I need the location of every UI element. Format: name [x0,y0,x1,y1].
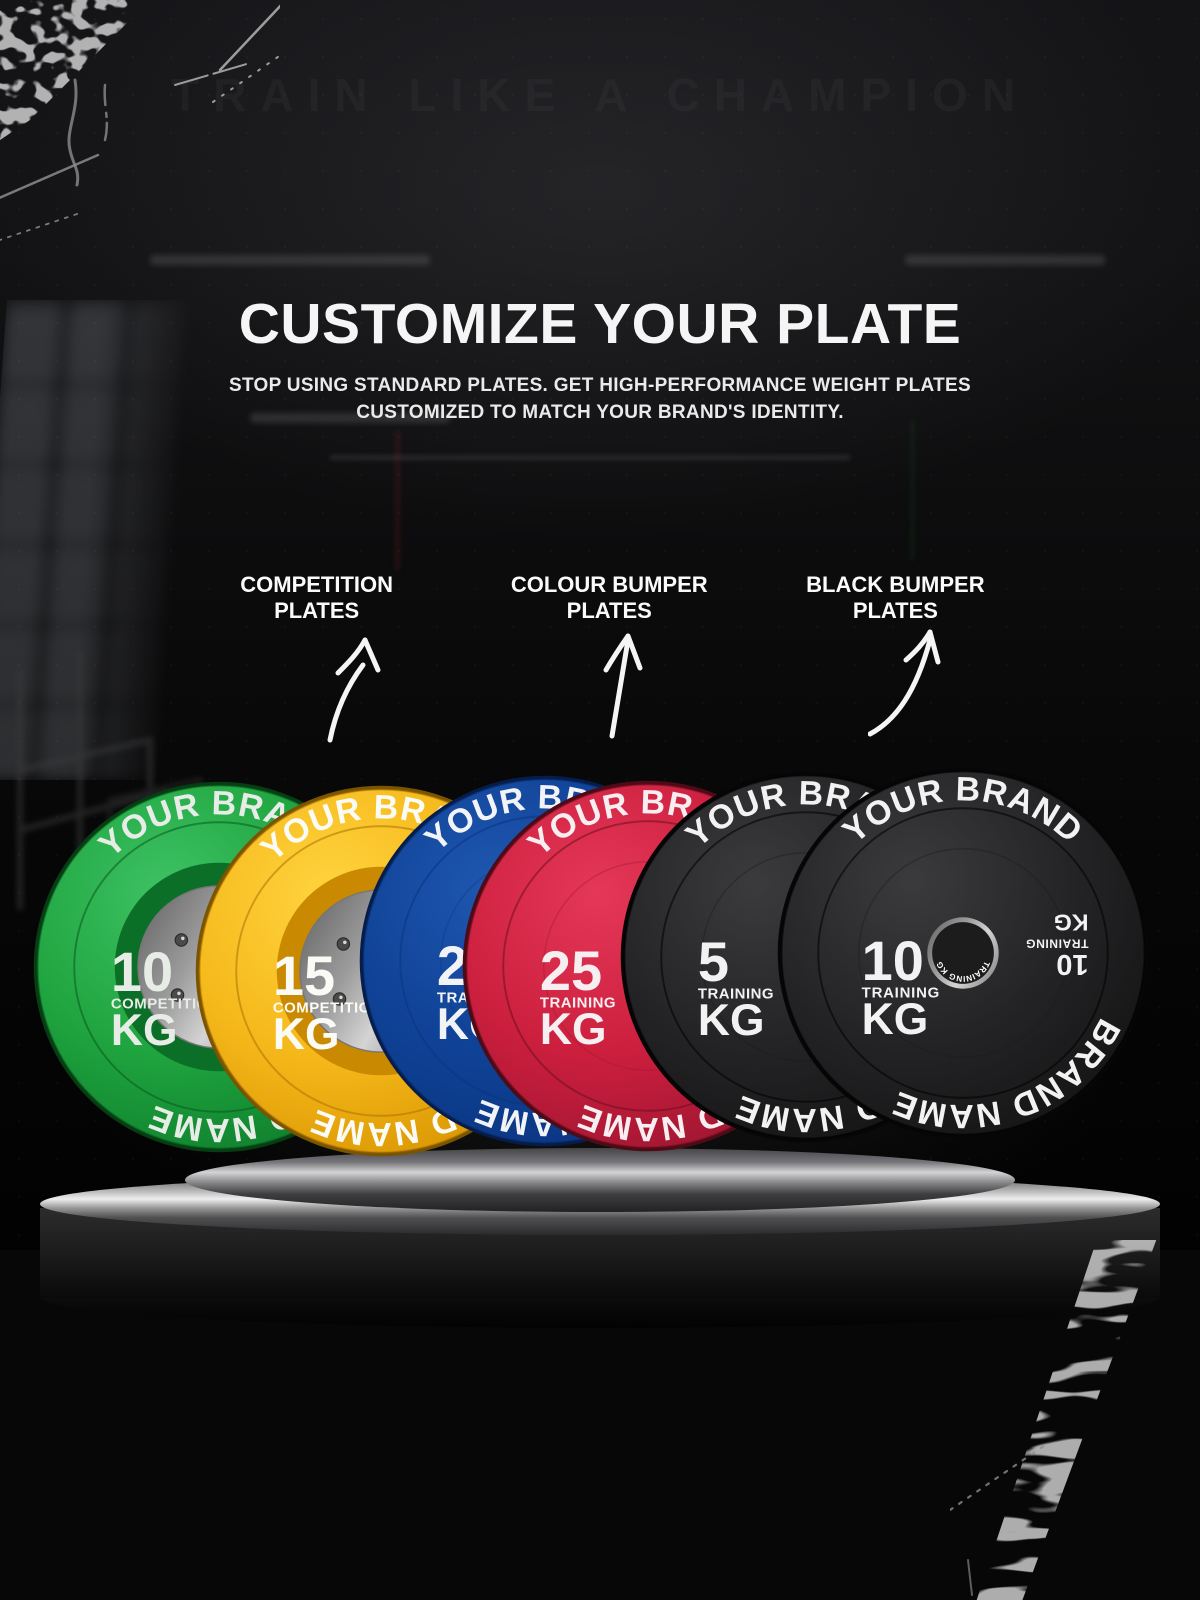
svg-text:10: 10 [861,929,923,992]
svg-text:25: 25 [539,939,601,1002]
svg-text:TRAINING: TRAINING [1025,936,1088,950]
svg-text:5: 5 [698,930,729,993]
svg-text:KG: KG [111,1006,178,1055]
svg-text:15: 15 [273,944,335,1007]
svg-text:KG: KG [698,996,765,1045]
svg-text:KG: KG [1053,909,1088,935]
svg-text:KG: KG [273,1010,340,1059]
svg-text:KG: KG [539,1005,606,1054]
svg-text:10: 10 [111,940,173,1003]
svg-text:KG: KG [861,995,928,1044]
svg-text:10: 10 [1056,948,1088,980]
